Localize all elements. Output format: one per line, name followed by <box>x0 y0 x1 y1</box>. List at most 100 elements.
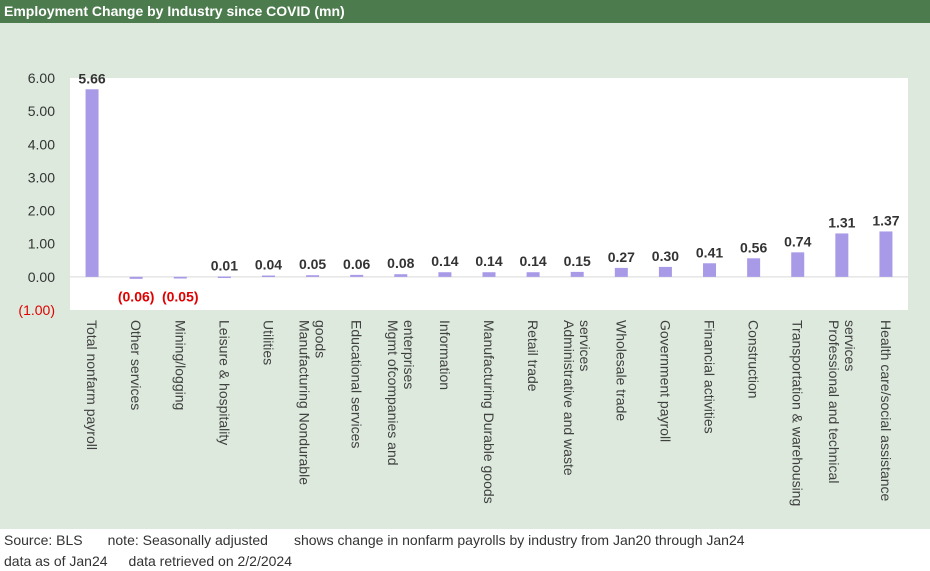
retrieved-text: data retrieved on 2/2/2024 <box>128 553 292 569</box>
category-label-line: services <box>577 320 593 371</box>
category-label: Transportation & warehousing <box>790 320 806 506</box>
bar <box>570 271 584 277</box>
data-label: 1.37 <box>872 212 899 228</box>
category-label-line: Mining/logging <box>172 320 188 410</box>
bar <box>438 272 452 277</box>
data-label: 0.14 <box>431 253 458 269</box>
category-label-line: services <box>842 320 858 371</box>
bar <box>747 258 761 277</box>
category-label: Health care/social assistance <box>878 320 894 502</box>
bar <box>526 272 540 277</box>
chart-title: Employment Change by Industry since COVI… <box>0 0 930 23</box>
data-label: 1.31 <box>828 214 855 230</box>
description-text: shows change in nonfarm payrolls by indu… <box>293 532 745 548</box>
data-label: 0.01 <box>211 258 238 274</box>
data-label: 0.30 <box>652 248 679 264</box>
category-label-line: Construction <box>746 320 762 399</box>
data-label: 0.14 <box>519 253 546 269</box>
category-label: Educational services <box>349 320 365 448</box>
category-label: Utilities <box>260 320 276 365</box>
category-label-line: Mgmt ofcompanies and <box>385 320 401 466</box>
category-label: Total nonfarm payroll <box>84 320 100 450</box>
category-label-line: Professional and technical <box>826 320 842 483</box>
category-label: Administrative and waste services <box>561 320 593 476</box>
data-label: 0.74 <box>784 233 811 249</box>
bar <box>482 272 496 277</box>
data-label: 0.06 <box>343 256 370 272</box>
y-tick-label: 3.00 <box>28 169 55 185</box>
category-label: Other services <box>128 320 144 410</box>
data-label: 0.41 <box>696 244 723 260</box>
footer-line-2: data as of Jan24 data retrieved on 2/2/20… <box>4 551 292 571</box>
bar <box>614 267 628 277</box>
category-label-line: Wholesale trade <box>613 320 629 421</box>
footer-line-1: Source: BLS note: Seasonally adjusted show… <box>4 530 745 550</box>
source-text: Source: BLS <box>4 532 83 548</box>
y-tick-label: (1.00) <box>18 302 55 318</box>
bar <box>791 252 805 277</box>
note-text: note: Seasonally adjusted <box>107 532 268 548</box>
category-labels-group: Total nonfarm payroll Other services Minin… <box>84 320 894 506</box>
data-label: 0.56 <box>740 239 767 255</box>
category-label: Information <box>437 320 453 390</box>
data-label: 0.14 <box>475 253 502 269</box>
category-label-line: Manufacturing Durable goods <box>481 320 497 504</box>
category-label: Manufacturing Nondurable goods <box>297 320 329 485</box>
category-label-line: Leisure & hospitality <box>216 320 232 445</box>
data-label: 0.04 <box>255 257 282 273</box>
bar <box>658 266 672 277</box>
category-label-line: Manufacturing Nondurable <box>297 320 313 485</box>
data-label: 5.66 <box>78 70 105 86</box>
category-label: Government payroll <box>657 320 673 442</box>
category-label: Financial activities <box>702 320 718 434</box>
bar <box>85 89 99 277</box>
data-label: 0.15 <box>564 253 591 269</box>
category-label-line: Total nonfarm payroll <box>84 320 100 450</box>
bar <box>261 275 275 278</box>
category-label-line: enterprises <box>401 320 417 389</box>
bar-chart: (1.00) 0.00 1.00 2.00 3.00 4.00 5.00 6.00 5.66 (… <box>18 70 908 506</box>
data-labels-group: 5.66 (0.06) (0.05) 0.01 0.04 0.05 0.06 0.08 0.14… <box>78 70 899 304</box>
category-label: Construction <box>746 320 762 399</box>
footer: Source: BLS note: Seasonally adjusted show… <box>0 529 930 571</box>
bar <box>306 275 320 277</box>
category-label-line: Other services <box>128 320 144 410</box>
category-label: Manufacturing Durable goods <box>481 320 497 504</box>
bar <box>173 276 187 279</box>
bar <box>394 274 408 277</box>
bar <box>129 276 143 279</box>
category-label: Retail trade <box>525 320 541 392</box>
y-tick-label: 6.00 <box>28 70 55 86</box>
category-label-line: Information <box>437 320 453 390</box>
category-label: Mgmt ofcompanies and enterprises <box>385 320 417 466</box>
category-label-line: Transportation & warehousing <box>790 320 806 506</box>
category-label-line: Government payroll <box>657 320 673 442</box>
data-label: 0.05 <box>299 256 326 272</box>
y-axis: (1.00) 0.00 1.00 2.00 3.00 4.00 5.00 6.00 <box>18 70 55 318</box>
category-label-line: Educational services <box>349 320 365 448</box>
data-label: (0.06) <box>118 289 155 305</box>
data-label: 0.27 <box>608 249 635 265</box>
data-label: 0.08 <box>387 255 414 271</box>
y-tick-label: 1.00 <box>28 236 55 252</box>
y-tick-label: 2.00 <box>28 203 55 219</box>
y-tick-label: 0.00 <box>28 269 55 285</box>
category-label: Professional and technical services <box>826 320 858 483</box>
bar <box>835 233 849 277</box>
category-label: Wholesale trade <box>613 320 629 421</box>
category-label-line: Financial activities <box>702 320 718 434</box>
category-label: Leisure & hospitality <box>216 320 232 445</box>
data-as-of-text: data as of Jan24 <box>4 553 108 569</box>
category-label-line: Health care/social assistance <box>878 320 894 502</box>
bar <box>217 276 231 279</box>
category-label-line: Utilities <box>260 320 276 365</box>
category-label-line: Administrative and waste <box>561 320 577 476</box>
category-label-line: goods <box>313 320 329 358</box>
y-tick-label: 4.00 <box>28 136 55 152</box>
category-label-line: Retail trade <box>525 320 541 392</box>
y-tick-label: 5.00 <box>28 103 55 119</box>
bar <box>879 231 893 277</box>
bar <box>350 274 364 277</box>
plot-area <box>70 78 908 310</box>
bars-group <box>85 89 893 279</box>
